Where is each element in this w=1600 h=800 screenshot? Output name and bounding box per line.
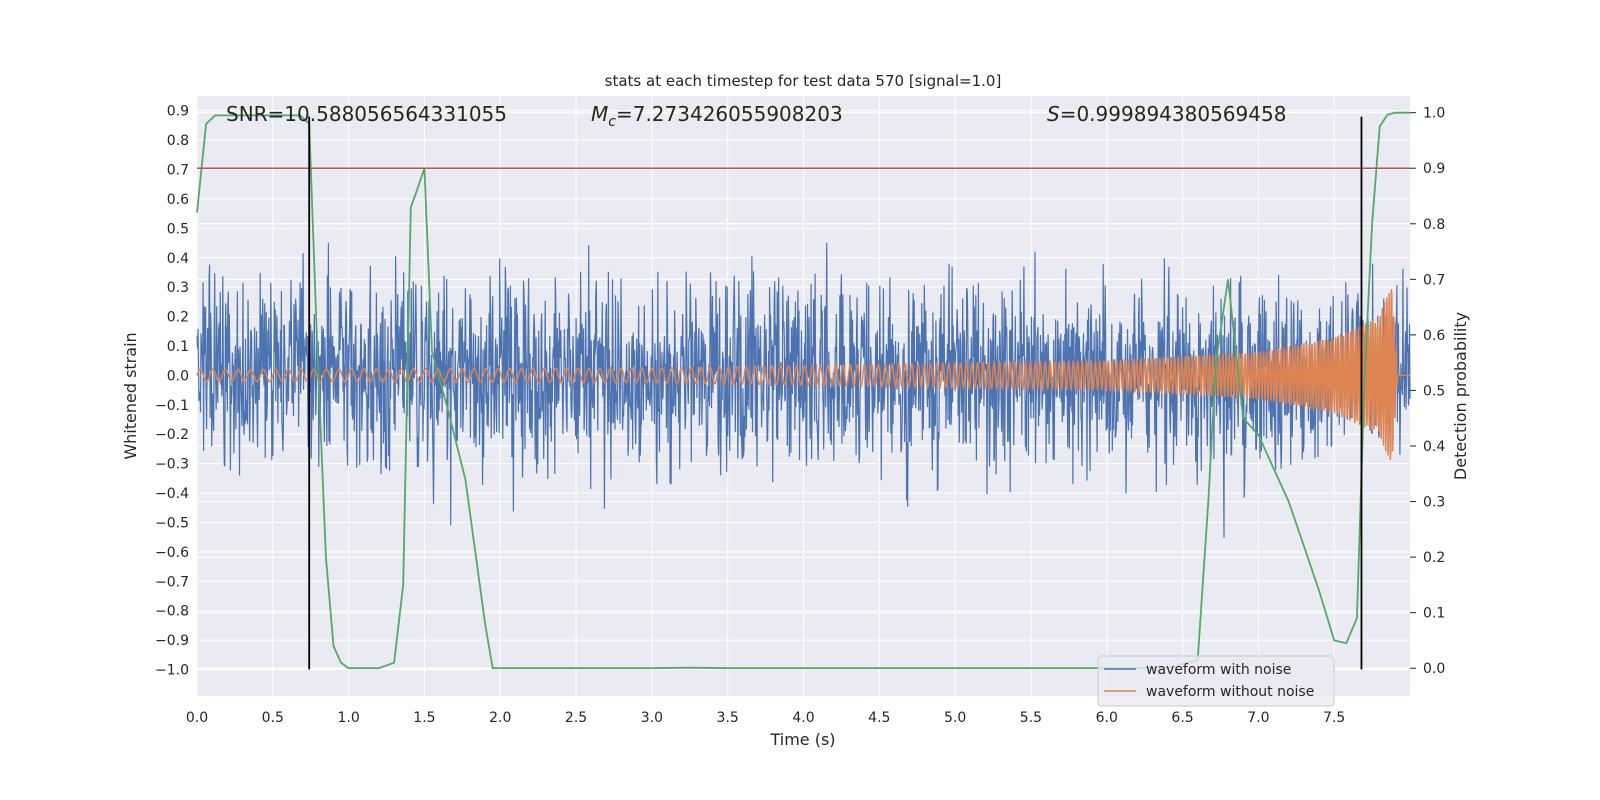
y-tick-label-left: −0.9 (155, 633, 189, 649)
y-tick-label-left: −0.2 (155, 427, 189, 443)
x-tick-label: 4.5 (868, 710, 890, 726)
x-tick-label: 5.5 (1020, 710, 1042, 726)
x-tick-label: 6.0 (1096, 710, 1118, 726)
x-tick-label: 7.0 (1247, 710, 1269, 726)
s-symbol: S (1047, 102, 1060, 126)
y-tick-label-left: 0.2 (167, 310, 189, 326)
y-tick-label-right: 0.7 (1423, 272, 1445, 288)
x-tick-label: 6.5 (1171, 710, 1193, 726)
y-tick-label-left: −0.5 (155, 515, 189, 531)
y-tick-label-left: −0.4 (155, 486, 189, 502)
y-axis-label-left: Whitened strain (121, 332, 140, 459)
x-tick-label: 3.5 (717, 710, 739, 726)
x-tick-label: 5.0 (944, 710, 966, 726)
series-layer (196, 111, 1411, 670)
x-tick-label: 1.0 (337, 710, 359, 726)
series-waveform-without-noise (196, 288, 1410, 460)
x-tick-label: 0.0 (186, 710, 208, 726)
x-tick-label: 4.0 (792, 710, 814, 726)
y-tick-label-right: 0.0 (1423, 661, 1445, 677)
y-tick-label-left: 0.1 (167, 339, 189, 355)
y-tick-label-right: 0.5 (1423, 383, 1445, 399)
y-tick-label-right: 1.0 (1423, 106, 1445, 122)
legend-label-noisy: waveform with noise (1146, 662, 1291, 678)
score-annotation: S=0.999894380569458 (1047, 102, 1286, 126)
chart-title: stats at each timestep for test data 570… (605, 72, 1002, 90)
y-tick-label-left: −0.6 (155, 545, 189, 561)
x-tick-label: 7.5 (1323, 710, 1345, 726)
y-tick-label-left: 0.8 (167, 133, 189, 149)
y-tick-label-right: 0.8 (1423, 217, 1445, 233)
mc-value: =7.273426055908203 (616, 102, 843, 126)
y-tick-label-left: −0.8 (155, 604, 189, 620)
snr-annotation: SNR=10.588056564331055 (226, 102, 507, 126)
y-tick-label-left: 0.0 (167, 368, 189, 384)
chirp-mass-annotation: Mc=7.273426055908203 (591, 102, 843, 130)
y-tick-label-left: 0.5 (167, 221, 189, 237)
marks-layer (197, 116, 1410, 670)
x-tick-label: 0.5 (262, 710, 284, 726)
y-tick-label-right: 0.2 (1423, 550, 1445, 566)
y-tick-label-left: −1.0 (155, 663, 189, 679)
x-tick-label: 2.5 (565, 710, 587, 726)
y-tick-label-right: 0.3 (1423, 495, 1445, 511)
s-value: =0.999894380569458 (1060, 102, 1287, 126)
y-tick-label-right: 0.4 (1423, 439, 1445, 455)
y-tick-label-left: 0.4 (167, 251, 189, 267)
y-tick-label-left: −0.1 (155, 398, 189, 414)
x-tick-label: 2.0 (489, 710, 511, 726)
series-waveform-with-noise (196, 242, 1411, 538)
series-detection-probability (196, 111, 1410, 670)
y-tick-label-left: 0.6 (167, 192, 189, 208)
mc-symbol: M (591, 102, 608, 126)
x-tick-label: 3.0 (641, 710, 663, 726)
y-tick-label-left: 0.9 (167, 104, 189, 120)
y-tick-label-left: 0.7 (167, 163, 189, 179)
mc-subscript: c (608, 114, 616, 130)
legend-box (1097, 655, 1335, 707)
y-tick-label-left: −0.7 (155, 574, 189, 590)
y-tick-label-right: 0.1 (1423, 606, 1445, 622)
x-axis-label: Time (s) (769, 730, 835, 749)
x-tick-label: 1.5 (413, 710, 435, 726)
y-axis-label-right: Detection probability (1451, 312, 1470, 480)
y-tick-label-left: 0.3 (167, 280, 189, 296)
ticks-layer: 0.0 0.5 1.0 1.5 2.0 2.5 3.0 3.5 4.0 4.5 5.0 5.5 6.0 6… (155, 104, 1445, 726)
y-tick-label-right: 0.6 (1423, 328, 1445, 344)
y-tick-label-right: 0.9 (1423, 161, 1445, 177)
legend-label-clean: waveform without noise (1146, 684, 1314, 700)
y-tick-label-left: −0.3 (155, 457, 189, 473)
legend: waveform with noise waveform without noi… (1097, 655, 1335, 707)
